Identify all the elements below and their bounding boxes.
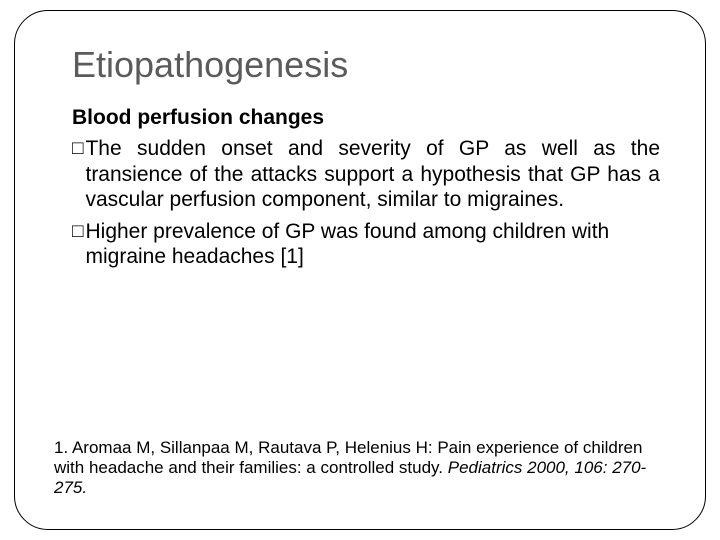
bullet-item: □ The sudden onset and severity of GP as…	[72, 136, 660, 213]
bullet-marker-icon: □	[72, 219, 83, 245]
slide-title: Etiopathogenesis	[72, 44, 660, 86]
content-area: Etiopathogenesis Blood perfusion changes…	[72, 44, 660, 276]
slide: Etiopathogenesis Blood perfusion changes…	[0, 0, 720, 540]
bullet-item: □ Higher prevalence of GP was found amon…	[72, 219, 660, 270]
footnote: 1. Aromaa M, Sillanpaa M, Rautava P, Hel…	[54, 438, 648, 498]
bullet-text: Higher prevalence of GP was found among …	[85, 219, 660, 270]
slide-subtitle: Blood perfusion changes	[72, 106, 660, 130]
bullet-text: The sudden onset and severity of GP as w…	[85, 136, 660, 213]
bullet-marker-icon: □	[72, 136, 83, 162]
